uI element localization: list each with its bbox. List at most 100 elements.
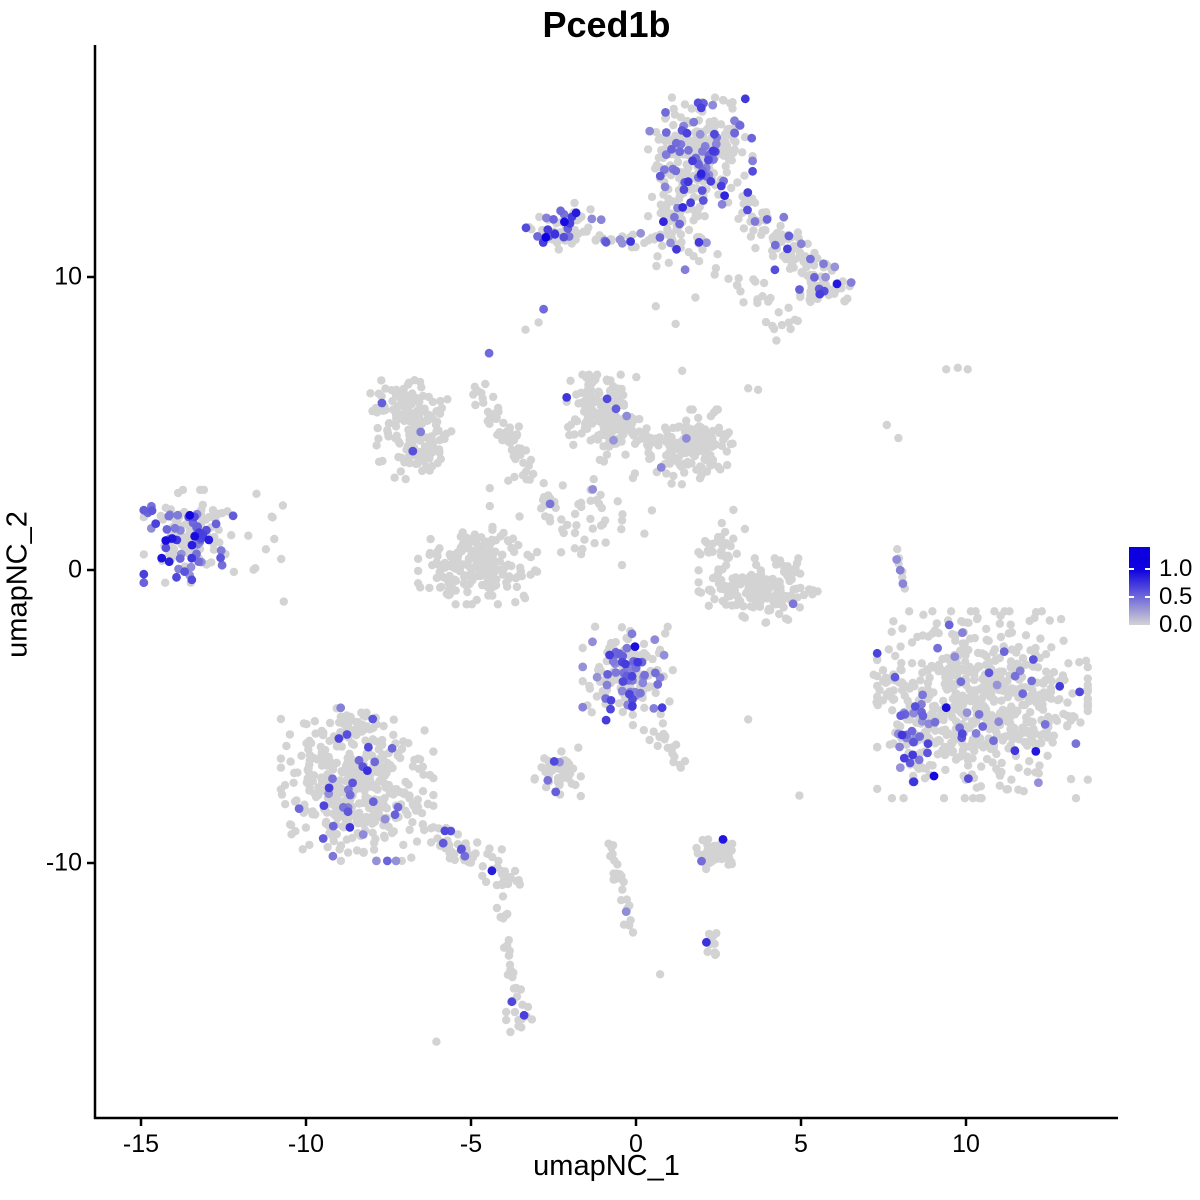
cell-point: [667, 479, 676, 488]
cell-point-expressing: [958, 628, 967, 638]
cell-point: [413, 795, 422, 804]
cell-point-expressing: [918, 690, 927, 700]
cell-point: [773, 599, 783, 609]
cell-point-expressing: [1027, 676, 1037, 686]
cell-point: [714, 423, 724, 432]
cell-point: [977, 762, 986, 771]
cell-point-expressing: [602, 394, 612, 404]
cell-point: [952, 702, 961, 712]
cell-point: [991, 655, 1000, 664]
cell-point: [899, 794, 908, 803]
cell-point: [435, 544, 444, 553]
cell-point: [161, 503, 170, 512]
cell-point: [898, 624, 907, 633]
cell-point-expressing: [636, 228, 646, 238]
cell-point: [308, 777, 317, 786]
cell-point: [692, 465, 701, 474]
cell-point: [432, 573, 441, 583]
cell-point: [412, 837, 422, 846]
cell-point: [1038, 678, 1048, 687]
cell-point-expressing: [895, 742, 904, 752]
cell-point: [639, 726, 648, 735]
cell-point: [982, 635, 991, 645]
cell-point-expressing: [560, 217, 569, 227]
cell-point: [971, 607, 980, 616]
cell-point: [711, 842, 720, 851]
cell-point: [485, 419, 494, 428]
cell-point: [373, 423, 382, 433]
cell-point: [774, 579, 783, 588]
cell-point: [977, 694, 987, 703]
cell-point: [372, 441, 381, 450]
cell-point: [578, 677, 587, 686]
cell-point: [645, 735, 654, 745]
cell-point: [304, 745, 313, 754]
cell-point-expressing: [161, 543, 171, 553]
cell-point: [947, 738, 956, 747]
cell-point: [744, 590, 754, 599]
cell-point-expressing: [933, 643, 942, 653]
cell-point: [518, 471, 528, 480]
cell-point: [652, 161, 661, 170]
cell-point: [1034, 769, 1044, 778]
cell-point: [473, 386, 483, 396]
cell-point-expressing: [380, 814, 390, 824]
cell-point: [399, 396, 409, 406]
cell-point-expressing: [740, 94, 750, 104]
cell-point: [654, 135, 663, 144]
cell-point-expressing: [944, 620, 954, 630]
cell-point: [502, 1007, 511, 1017]
cell-point: [502, 1015, 511, 1025]
cell-point: [997, 758, 1006, 768]
cell-point-expressing: [896, 711, 906, 720]
cell-point: [1031, 643, 1040, 653]
cell-point: [721, 162, 730, 171]
cell-point: [961, 651, 970, 660]
cell-point-expressing: [175, 554, 185, 563]
cell-point: [795, 603, 804, 612]
cell-point: [995, 771, 1005, 780]
cell-point: [453, 830, 463, 839]
cell-point: [722, 168, 731, 177]
cell-point-expressing: [621, 907, 631, 916]
cell-point: [694, 257, 704, 266]
cell-point-expressing: [717, 199, 727, 209]
cell-point-expressing: [636, 688, 645, 698]
cell-point: [394, 411, 403, 420]
cell-point-expressing: [659, 650, 669, 660]
cell-point-expressing: [626, 237, 635, 246]
cell-point-expressing: [368, 797, 378, 807]
cell-point: [669, 120, 678, 130]
cell-point: [289, 778, 298, 787]
cell-point-expressing: [601, 237, 611, 247]
cell-point: [784, 318, 793, 327]
cell-point-expressing: [611, 404, 621, 414]
cell-point: [873, 743, 882, 752]
cell-point-expressing: [147, 506, 157, 516]
cell-point-expressing: [194, 557, 204, 566]
cell-point: [451, 576, 461, 586]
cell-point: [932, 619, 941, 628]
cell-point: [929, 688, 938, 697]
cell-point: [404, 378, 414, 387]
cell-point: [1083, 663, 1093, 672]
cell-point: [491, 547, 500, 556]
cell-point-expressing: [895, 763, 905, 772]
cell-point: [617, 560, 627, 570]
cell-point: [1048, 738, 1057, 747]
cell-point: [710, 594, 719, 604]
cell-point: [661, 114, 670, 123]
cell-point-expressing: [390, 810, 400, 820]
cell-point: [227, 531, 236, 540]
cell-point: [894, 433, 903, 443]
cell-point: [616, 370, 625, 379]
cell-point: [1045, 616, 1055, 625]
cell-point: [469, 563, 478, 572]
cell-point: [774, 308, 783, 317]
cell-point: [1014, 642, 1023, 652]
cell-point: [566, 376, 575, 385]
cell-point: [507, 543, 516, 553]
cell-point-expressing: [328, 774, 337, 784]
cell-point: [578, 544, 587, 554]
cell-point: [685, 185, 695, 194]
